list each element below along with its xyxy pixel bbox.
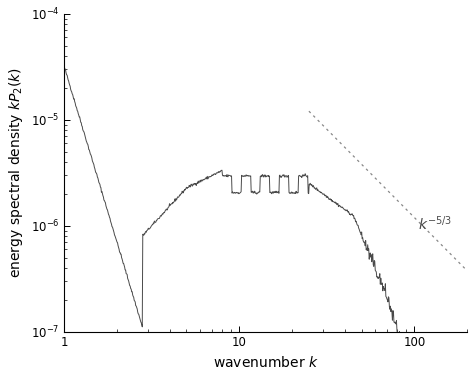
Text: $k^{-5/3}$: $k^{-5/3}$ <box>418 214 452 233</box>
X-axis label: wavenumber $k$: wavenumber $k$ <box>213 355 319 370</box>
Y-axis label: energy spectral density $kP_2(k)$: energy spectral density $kP_2(k)$ <box>7 67 25 278</box>
